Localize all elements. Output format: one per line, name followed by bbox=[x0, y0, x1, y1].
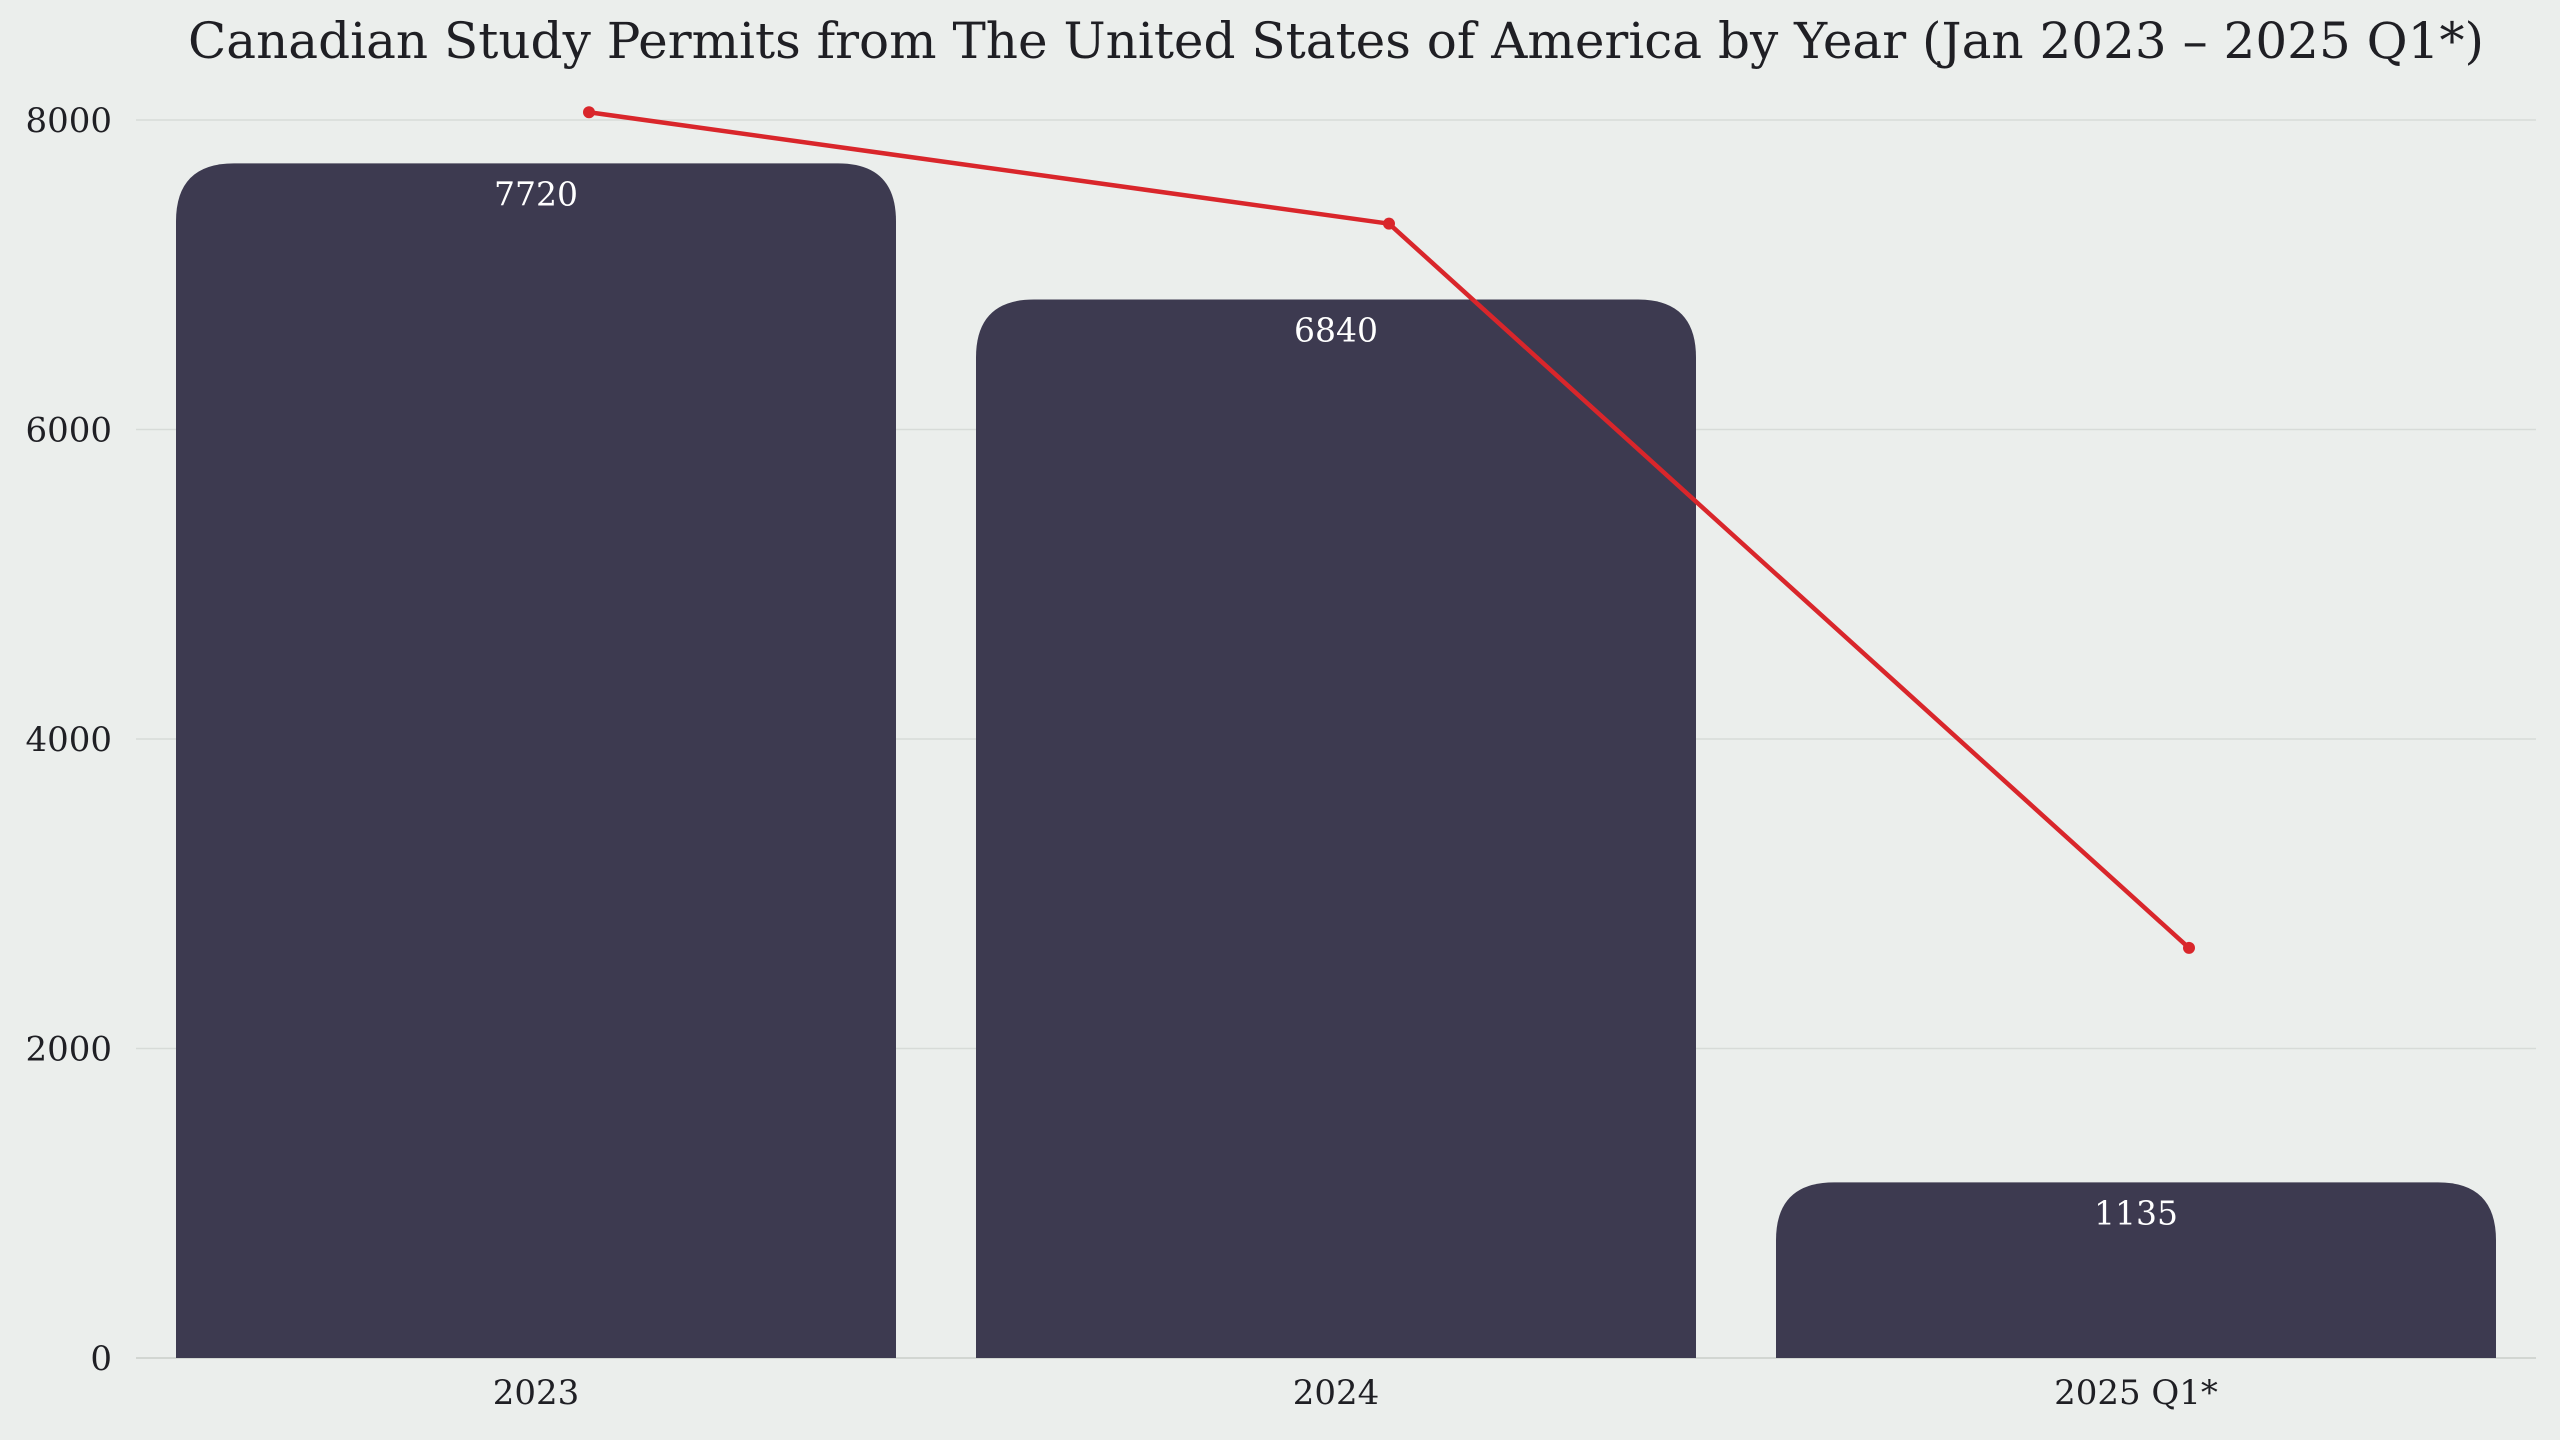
bar-value-labels: 7720 6840 1135 bbox=[494, 174, 2178, 1232]
x-tick-label: 2024 bbox=[1293, 1373, 1380, 1413]
bar-value-label: 1135 bbox=[2094, 1193, 2178, 1232]
x-axis-categories: 2023 2024 2025 Q1* bbox=[493, 1373, 2218, 1413]
trend-line-point bbox=[2183, 941, 2195, 954]
bar-2023 bbox=[176, 163, 896, 1359]
chart-title: Canadian Study Permits from The United S… bbox=[188, 12, 2484, 70]
bars bbox=[176, 163, 2496, 1359]
trend-line bbox=[583, 106, 2195, 954]
bar-2025-q1- bbox=[1776, 1182, 2496, 1358]
bar-value-label: 6840 bbox=[1294, 311, 1378, 350]
trend-line-point bbox=[1383, 217, 1395, 230]
y-tick-label: 6000 bbox=[25, 411, 112, 451]
x-tick-label: 2025 Q1* bbox=[2054, 1373, 2218, 1413]
x-tick-label: 2023 bbox=[493, 1373, 580, 1413]
trend-line-point bbox=[583, 106, 595, 119]
y-tick-label: 2000 bbox=[25, 1030, 112, 1070]
bar-2024 bbox=[976, 299, 1696, 1358]
y-tick-label: 0 bbox=[90, 1339, 112, 1379]
y-tick-label: 4000 bbox=[25, 720, 112, 760]
y-tick-label: 8000 bbox=[25, 101, 112, 141]
bar-value-label: 7720 bbox=[494, 174, 578, 213]
y-axis-ticks: 0 2000 4000 6000 8000 bbox=[25, 101, 112, 1379]
